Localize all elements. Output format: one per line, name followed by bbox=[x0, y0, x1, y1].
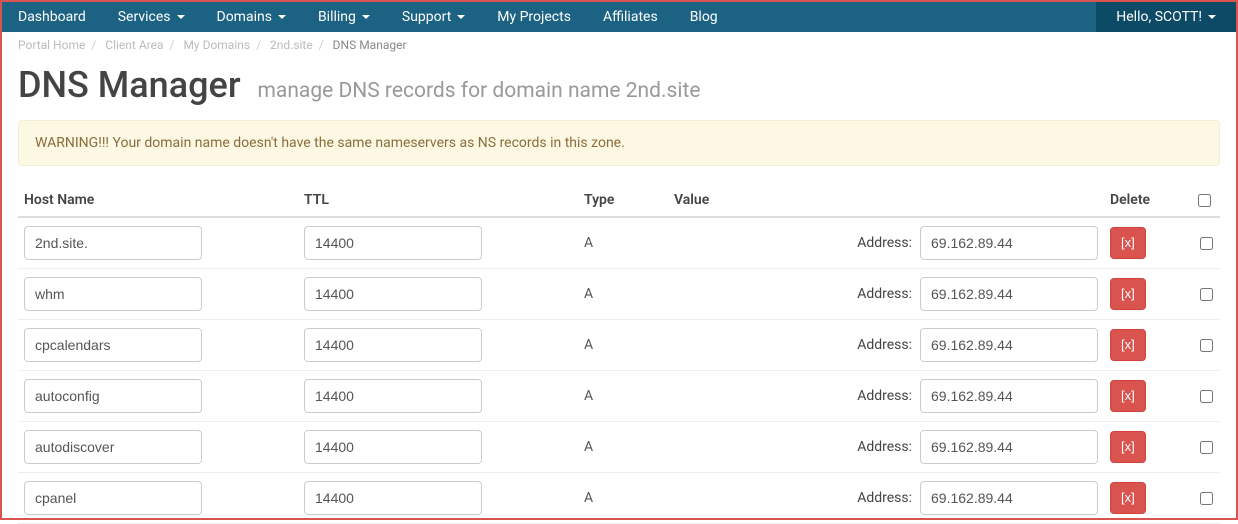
alert-text: WARNING!!! Your domain name doesn't have… bbox=[35, 135, 625, 151]
table-row: A Address: [x] bbox=[18, 422, 1220, 473]
ttl-input[interactable] bbox=[304, 226, 482, 260]
header-type: Type bbox=[578, 184, 668, 217]
nav-label: Billing bbox=[318, 2, 356, 32]
breadcrumb-item[interactable]: Client Area bbox=[105, 38, 163, 52]
breadcrumb-item[interactable]: Portal Home bbox=[18, 38, 85, 52]
row-checkbox[interactable] bbox=[1200, 237, 1213, 250]
ttl-input[interactable] bbox=[304, 481, 482, 515]
breadcrumb-sep: / bbox=[256, 38, 261, 52]
nav-affiliates[interactable]: Affiliates bbox=[587, 2, 674, 32]
nav-left: Dashboard Services Domains Billing Suppo… bbox=[2, 2, 734, 32]
table-header-row: Host Name TTL Type Value Delete bbox=[18, 184, 1220, 217]
chevron-down-icon bbox=[362, 15, 370, 19]
host-input[interactable] bbox=[24, 328, 202, 362]
header-delete: Delete bbox=[1104, 184, 1192, 217]
nav-label: Domains bbox=[217, 2, 272, 32]
value-input[interactable] bbox=[920, 328, 1098, 362]
host-input[interactable] bbox=[24, 226, 202, 260]
nav-right: Hello, SCOTT! bbox=[1096, 2, 1236, 32]
nav-dashboard[interactable]: Dashboard bbox=[2, 2, 102, 32]
header-checkbox bbox=[1192, 184, 1220, 217]
table-row: A Address: [x] bbox=[18, 320, 1220, 371]
breadcrumb: Portal Home / Client Area / My Domains / 2n… bbox=[2, 32, 1236, 52]
page-title: DNS Manager manage DNS records for domai… bbox=[18, 64, 700, 106]
delete-button[interactable]: [x] bbox=[1110, 278, 1146, 310]
row-checkbox[interactable] bbox=[1200, 492, 1213, 505]
page-content: DNS Manager manage DNS records for domai… bbox=[2, 52, 1236, 524]
delete-button[interactable]: [x] bbox=[1110, 329, 1146, 361]
row-checkbox[interactable] bbox=[1200, 288, 1213, 301]
type-text: A bbox=[584, 286, 593, 302]
host-input[interactable] bbox=[24, 481, 202, 515]
address-label: Address: bbox=[857, 439, 912, 455]
type-text: A bbox=[584, 490, 593, 506]
value-input[interactable] bbox=[920, 430, 1098, 464]
ttl-input[interactable] bbox=[304, 379, 482, 413]
nav-blog[interactable]: Blog bbox=[674, 2, 734, 32]
nav-billing[interactable]: Billing bbox=[302, 2, 386, 32]
type-text: A bbox=[584, 337, 593, 353]
page-subtitle: manage DNS records for domain name 2nd.s… bbox=[258, 79, 701, 103]
nav-my-projects[interactable]: My Projects bbox=[481, 2, 587, 32]
delete-button[interactable]: [x] bbox=[1110, 431, 1146, 463]
breadcrumb-item[interactable]: My Domains bbox=[183, 38, 250, 52]
breadcrumb-sep: / bbox=[319, 38, 324, 52]
chevron-down-icon bbox=[1208, 15, 1216, 19]
nav-support[interactable]: Support bbox=[386, 2, 481, 32]
type-text: A bbox=[584, 235, 593, 251]
table-row: A Address: [x] bbox=[18, 473, 1220, 524]
value-input[interactable] bbox=[920, 379, 1098, 413]
nav-label: Services bbox=[118, 2, 171, 32]
address-label: Address: bbox=[857, 286, 912, 302]
nav-label: Dashboard bbox=[18, 2, 86, 32]
nav-label: Affiliates bbox=[603, 2, 658, 32]
table-row: A Address: [x] bbox=[18, 217, 1220, 269]
chevron-down-icon bbox=[457, 15, 465, 19]
address-label: Address: bbox=[857, 490, 912, 506]
delete-button[interactable]: [x] bbox=[1110, 380, 1146, 412]
value-input[interactable] bbox=[920, 481, 1098, 515]
value-input[interactable] bbox=[920, 226, 1098, 260]
select-all-checkbox[interactable] bbox=[1198, 194, 1211, 207]
nav-services[interactable]: Services bbox=[102, 2, 201, 32]
header-host: Host Name bbox=[18, 184, 298, 217]
value-input[interactable] bbox=[920, 277, 1098, 311]
nav-label: Support bbox=[402, 2, 451, 32]
ttl-input[interactable] bbox=[304, 328, 482, 362]
chevron-down-icon bbox=[177, 15, 185, 19]
breadcrumb-item[interactable]: 2nd.site bbox=[270, 38, 313, 52]
row-checkbox[interactable] bbox=[1200, 441, 1213, 454]
nav-domains[interactable]: Domains bbox=[201, 2, 302, 32]
type-text: A bbox=[584, 439, 593, 455]
row-checkbox[interactable] bbox=[1200, 390, 1213, 403]
title-text: DNS Manager bbox=[18, 64, 241, 106]
delete-button[interactable]: [x] bbox=[1110, 482, 1146, 514]
ttl-input[interactable] bbox=[304, 430, 482, 464]
greeting-label: Hello, SCOTT! bbox=[1116, 2, 1202, 32]
breadcrumb-item-current: DNS Manager bbox=[333, 38, 407, 52]
header-ttl: TTL bbox=[298, 184, 578, 217]
breadcrumb-sep: / bbox=[91, 38, 96, 52]
delete-button[interactable]: [x] bbox=[1110, 227, 1146, 259]
host-input[interactable] bbox=[24, 430, 202, 464]
address-label: Address: bbox=[857, 235, 912, 251]
warning-alert: WARNING!!! Your domain name doesn't have… bbox=[18, 120, 1220, 166]
nav-label: My Projects bbox=[497, 2, 571, 32]
ttl-input[interactable] bbox=[304, 277, 482, 311]
header-value: Value bbox=[668, 184, 1104, 217]
table-row: A Address: [x] bbox=[18, 371, 1220, 422]
top-navbar: Dashboard Services Domains Billing Suppo… bbox=[2, 2, 1236, 32]
chevron-down-icon bbox=[278, 15, 286, 19]
table-row: A Address: [x] bbox=[18, 269, 1220, 320]
dns-records-table: Host Name TTL Type Value Delete A Address… bbox=[18, 184, 1220, 524]
address-label: Address: bbox=[857, 337, 912, 353]
address-label: Address: bbox=[857, 388, 912, 404]
row-checkbox[interactable] bbox=[1200, 339, 1213, 352]
host-input[interactable] bbox=[24, 379, 202, 413]
nav-user-menu[interactable]: Hello, SCOTT! bbox=[1096, 2, 1236, 32]
type-text: A bbox=[584, 388, 593, 404]
nav-label: Blog bbox=[690, 2, 718, 32]
breadcrumb-sep: / bbox=[170, 38, 175, 52]
host-input[interactable] bbox=[24, 277, 202, 311]
